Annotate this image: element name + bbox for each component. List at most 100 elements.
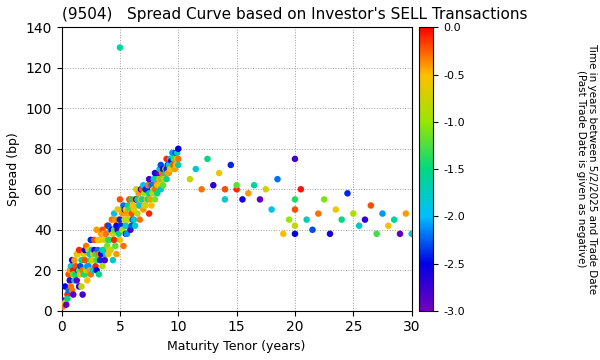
Point: [290, 231, 300, 237]
Point: [170, 156, 179, 162]
Point: [89, 237, 99, 243]
Point: [134, 203, 143, 208]
Point: [82, 264, 92, 269]
Point: [121, 231, 131, 237]
Point: [164, 170, 174, 176]
Point: [85, 267, 94, 273]
Point: [160, 176, 169, 182]
Point: [86, 237, 95, 243]
Point: [143, 197, 153, 202]
Point: [145, 197, 155, 202]
Point: [135, 217, 145, 222]
Point: [94, 271, 104, 277]
Point: [290, 223, 300, 229]
Point: [109, 237, 119, 243]
Point: [366, 203, 376, 208]
Point: [133, 211, 142, 216]
Point: [255, 197, 265, 202]
Point: [74, 247, 84, 253]
Point: [107, 227, 116, 233]
Point: [103, 243, 112, 249]
Point: [66, 264, 76, 269]
Point: [87, 257, 97, 263]
Point: [86, 257, 95, 263]
Point: [95, 257, 105, 263]
Point: [372, 231, 382, 237]
Point: [136, 197, 146, 202]
Point: [80, 271, 90, 277]
Point: [135, 203, 145, 208]
Point: [163, 162, 173, 168]
Point: [166, 166, 175, 172]
Point: [98, 264, 107, 269]
Point: [104, 237, 114, 243]
Point: [355, 223, 364, 229]
Point: [220, 197, 230, 202]
Point: [112, 251, 121, 257]
Point: [169, 156, 178, 162]
Point: [74, 267, 84, 273]
Point: [166, 166, 176, 172]
Point: [103, 223, 112, 229]
Point: [77, 284, 86, 289]
Point: [113, 207, 122, 212]
Point: [145, 176, 154, 182]
Point: [91, 251, 100, 257]
Point: [407, 231, 416, 237]
Point: [68, 292, 78, 297]
Point: [208, 183, 218, 188]
Point: [172, 150, 182, 156]
Point: [383, 223, 393, 229]
Point: [59, 298, 69, 303]
X-axis label: Maturity Tenor (years): Maturity Tenor (years): [167, 340, 306, 353]
Point: [232, 183, 241, 188]
Point: [125, 227, 135, 233]
Point: [290, 207, 300, 212]
Point: [99, 231, 109, 237]
Point: [92, 267, 101, 273]
Point: [290, 156, 300, 162]
Point: [113, 227, 122, 233]
Point: [155, 166, 164, 172]
Point: [267, 207, 277, 212]
Point: [162, 176, 172, 182]
Point: [284, 217, 294, 222]
Point: [106, 247, 115, 253]
Point: [124, 217, 133, 222]
Point: [151, 183, 161, 188]
Point: [163, 170, 173, 176]
Point: [60, 300, 70, 306]
Point: [349, 211, 358, 216]
Point: [82, 267, 91, 273]
Point: [296, 186, 305, 192]
Point: [150, 170, 160, 176]
Point: [145, 190, 155, 196]
Point: [150, 186, 160, 192]
Point: [116, 223, 126, 229]
Point: [118, 211, 127, 216]
Point: [145, 211, 154, 216]
Point: [115, 217, 125, 222]
Point: [278, 231, 288, 237]
Point: [166, 158, 176, 164]
Point: [58, 304, 68, 310]
Point: [191, 166, 200, 172]
Point: [156, 176, 166, 182]
Point: [146, 203, 156, 208]
Point: [89, 247, 99, 253]
Point: [78, 267, 88, 273]
Point: [124, 197, 134, 202]
Point: [76, 271, 85, 277]
Point: [162, 166, 172, 172]
Point: [74, 284, 84, 289]
Point: [76, 264, 85, 269]
Point: [122, 231, 132, 237]
Point: [167, 166, 177, 172]
Point: [389, 217, 399, 222]
Point: [145, 190, 154, 196]
Point: [377, 211, 387, 216]
Point: [141, 203, 151, 208]
Point: [97, 251, 106, 257]
Point: [120, 217, 130, 222]
Point: [110, 243, 120, 249]
